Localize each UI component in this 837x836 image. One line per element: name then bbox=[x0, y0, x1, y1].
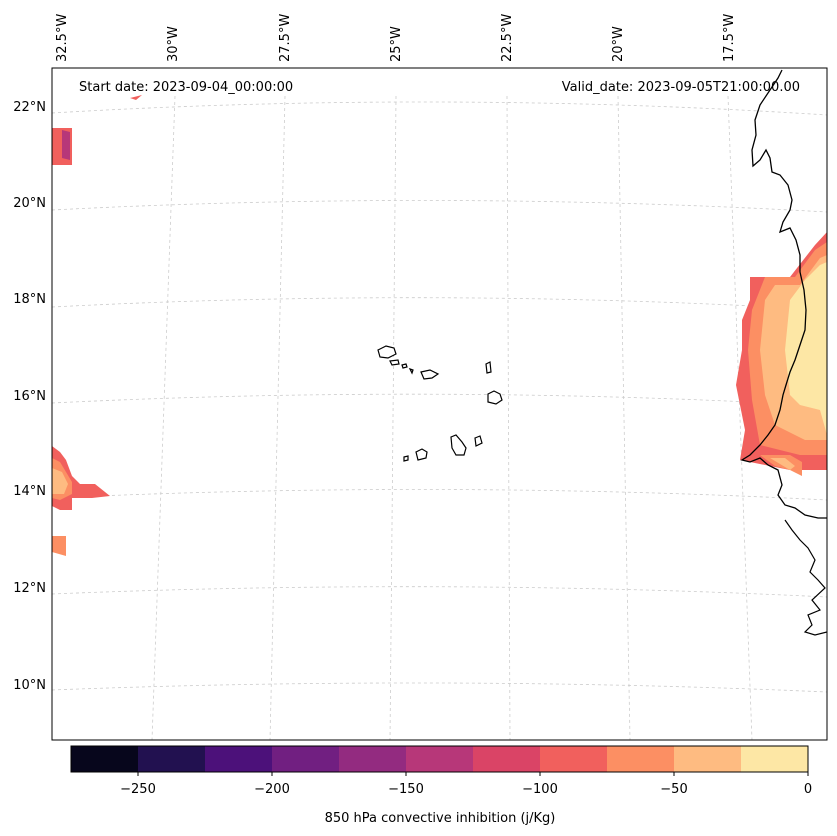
colorbar-label: 850 hPa convective inhibition (j/Kg) bbox=[325, 811, 556, 826]
lat-label: 22°N bbox=[13, 100, 46, 115]
lat-label: 16°N bbox=[13, 389, 46, 404]
colorbar-tick-label: −150 bbox=[388, 782, 424, 797]
africa-coastline bbox=[740, 69, 827, 519]
colorbar-segment bbox=[607, 746, 675, 772]
colorbar-tick-label: −200 bbox=[254, 782, 290, 797]
colorbar-segment bbox=[339, 746, 407, 772]
map-background bbox=[52, 68, 827, 740]
cape-verde-islands bbox=[377, 345, 503, 462]
valid-date: Valid_date: 2023-09-05T21:00:00.00 bbox=[562, 80, 800, 95]
gridlines bbox=[52, 95, 827, 740]
colorbar-segment bbox=[205, 746, 273, 772]
lon-label: 32.5°W bbox=[55, 14, 70, 62]
lat-label: 14°N bbox=[13, 484, 46, 499]
colorbar-segment bbox=[540, 746, 608, 772]
colorbar-tick-label: −100 bbox=[522, 782, 558, 797]
lon-labels: 32.5°W 30°W 27.5°W 25°W 22.5°W 20°W 17.5… bbox=[55, 14, 737, 62]
lon-label: 22.5°W bbox=[500, 14, 515, 62]
lon-label: 20°W bbox=[611, 26, 626, 62]
lat-label: 18°N bbox=[13, 292, 46, 307]
guinea-coastline bbox=[784, 519, 827, 636]
colorbar-segment bbox=[71, 746, 139, 772]
lat-label: 20°N bbox=[13, 196, 46, 211]
lon-label: 27.5°W bbox=[278, 14, 293, 62]
cin-shading-west bbox=[52, 95, 142, 556]
colorbar-tick-label: −250 bbox=[120, 782, 156, 797]
lon-label: 17.5°W bbox=[722, 14, 737, 62]
lat-label: 12°N bbox=[13, 581, 46, 596]
colorbar-segment bbox=[138, 746, 206, 772]
start-date: Start date: 2023-09-04_00:00:00 bbox=[79, 80, 293, 95]
map-frame bbox=[51, 67, 828, 741]
colorbar-segment bbox=[741, 746, 809, 772]
colorbar-segment bbox=[674, 746, 742, 772]
lat-labels: 22°N 20°N 18°N 16°N 14°N 12°N 10°N bbox=[13, 100, 46, 693]
lon-label: 25°W bbox=[389, 26, 404, 62]
colorbar-tick-label: 0 bbox=[804, 782, 812, 797]
colorbar-segment bbox=[406, 746, 474, 772]
lon-label: 30°W bbox=[166, 26, 181, 62]
colorbar-tick-label: −50 bbox=[660, 782, 687, 797]
colorbar-segment bbox=[473, 746, 541, 772]
colorbar-ticks: −250 −200 −150 −100 −50 0 bbox=[120, 782, 812, 797]
colorbar-frame bbox=[70, 745, 809, 773]
colorbar-segment bbox=[272, 746, 340, 772]
colorbar bbox=[70, 745, 809, 776]
map-panel: Start date: 2023-09-04_00:00:00 Valid_da… bbox=[52, 68, 827, 740]
lat-label: 10°N bbox=[13, 678, 46, 693]
